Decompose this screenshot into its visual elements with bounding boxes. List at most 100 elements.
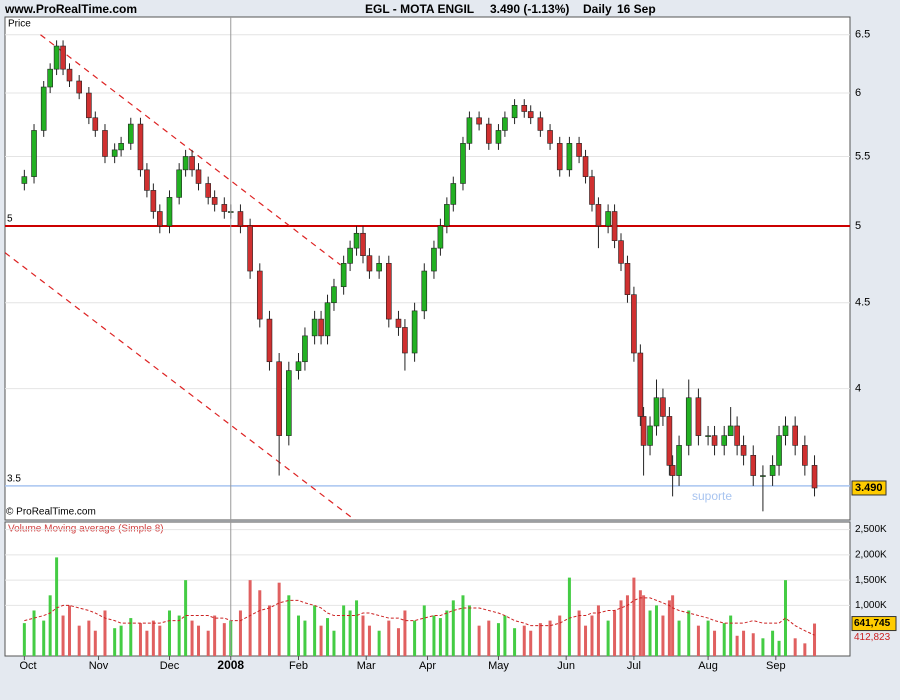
volume-bar (777, 640, 781, 656)
volume-bar (32, 610, 36, 656)
volume-bar (319, 625, 323, 656)
candle-body (547, 130, 553, 144)
volume-bar (206, 630, 210, 656)
volume-bar (403, 610, 407, 656)
volume-bar (606, 620, 610, 656)
x-tick-label: Dec (160, 660, 180, 672)
volume-bar (671, 595, 675, 656)
x-tick-label: Oct (19, 660, 36, 672)
volume-bar (145, 630, 149, 656)
volume-bar (213, 615, 217, 656)
volume-bar (313, 605, 317, 656)
volume-bar (158, 625, 162, 656)
volume-bar (538, 623, 542, 656)
candle-body (640, 416, 647, 446)
candle-body (21, 176, 28, 184)
candle-body (660, 397, 666, 417)
candle-body (47, 68, 53, 88)
candle-body (721, 435, 728, 446)
candle-body (247, 225, 253, 272)
candle-body (582, 156, 589, 177)
volume-bar (438, 618, 442, 656)
candle-body (502, 117, 508, 131)
candle-body (31, 130, 37, 177)
volume-bar (238, 610, 242, 656)
candle-body (324, 302, 331, 337)
price-plot (5, 34, 850, 520)
candle-body (537, 117, 544, 131)
volume-bar (477, 625, 481, 656)
candle-body (466, 117, 473, 144)
volume-bar (619, 600, 623, 656)
volume-bar (361, 615, 365, 656)
candle-body (311, 318, 318, 337)
candle-body (144, 169, 150, 191)
volume-bar (68, 605, 72, 656)
x-tick-label: Nov (89, 660, 109, 672)
y2-tick-label: 1,500K (855, 575, 887, 586)
candle-body (60, 45, 66, 70)
volume-bar (61, 615, 65, 656)
x-tick-label: 2008 (217, 658, 244, 672)
volume-bar (42, 620, 46, 656)
candle-body (353, 232, 360, 249)
volume-bar (167, 610, 171, 656)
volume-bar (522, 625, 526, 656)
x-tick-label: Mar (357, 660, 376, 672)
candle-body (118, 143, 124, 151)
candle-body (647, 425, 653, 446)
volume-bar (248, 580, 252, 656)
volume-bar (190, 620, 194, 656)
volume-bar (654, 605, 658, 656)
volume-bar (713, 630, 717, 656)
candle-body (421, 270, 428, 312)
price-label: 3.490 (855, 482, 883, 494)
volume-bar (22, 623, 26, 656)
candle-body (331, 286, 337, 304)
horizontal-line-label: 3.5 (7, 474, 21, 485)
candle-body (450, 183, 457, 205)
candle-body (137, 123, 144, 171)
candle-body (40, 86, 47, 131)
candle-body (431, 247, 437, 272)
candle-body (340, 263, 347, 288)
candle-body (527, 111, 534, 119)
candle-body (495, 130, 502, 144)
volume-bar (751, 633, 755, 656)
candle-body (618, 240, 624, 264)
candle-body (589, 176, 595, 205)
volume-bar (793, 638, 797, 656)
candle-body (150, 190, 157, 212)
x-tick-label: Apr (419, 660, 436, 672)
candle-body (705, 435, 711, 437)
moving-average-label: 412,823 (854, 632, 891, 643)
candle-body (402, 327, 408, 354)
volume-bar (803, 643, 807, 656)
candle-body (127, 123, 134, 144)
candle-body (395, 318, 402, 328)
candle-body (385, 263, 392, 320)
candle-body (276, 361, 282, 436)
candle-body (711, 435, 718, 446)
candle-body (776, 435, 782, 466)
trend-line (5, 252, 356, 520)
candle-body (237, 211, 244, 227)
y-tick-label: 5 (855, 220, 861, 232)
candle-body (318, 318, 324, 337)
date: 16 Sep (617, 2, 656, 16)
candle-body (66, 68, 73, 82)
candle-body (437, 225, 444, 249)
volume-bar (642, 595, 646, 656)
volume-bar (77, 625, 81, 656)
volume-bar (558, 615, 562, 656)
volume-bar (445, 610, 449, 656)
candle-body (86, 92, 92, 119)
volume-label: 641,745 (854, 618, 891, 629)
volume-bar (706, 620, 710, 656)
volume-bar (503, 615, 507, 656)
y-tick-label: 4.5 (855, 297, 870, 309)
volume-bar (277, 582, 281, 656)
candle-body (111, 149, 118, 157)
volume-bar (267, 605, 271, 656)
